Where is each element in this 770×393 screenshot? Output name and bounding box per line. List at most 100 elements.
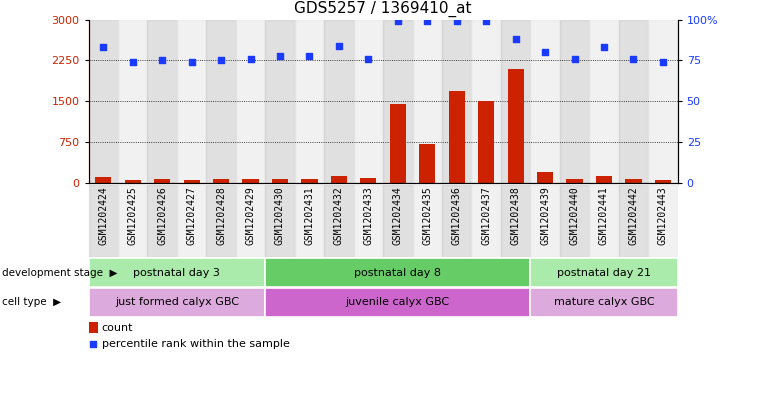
Text: GSM1202427: GSM1202427 — [186, 186, 196, 245]
Point — [510, 36, 522, 42]
Text: GSM1202429: GSM1202429 — [246, 186, 256, 245]
Bar — [507, 68, 524, 183]
Bar — [413, 20, 442, 183]
Bar — [265, 288, 531, 317]
Title: GDS5257 / 1369410_at: GDS5257 / 1369410_at — [294, 1, 472, 17]
Point — [421, 18, 434, 24]
Point — [598, 44, 610, 51]
Bar — [89, 185, 118, 257]
Bar — [531, 288, 678, 317]
Bar — [471, 20, 501, 183]
Text: GSM1202440: GSM1202440 — [570, 186, 580, 245]
Bar — [183, 180, 199, 183]
Text: GSM1202439: GSM1202439 — [540, 186, 550, 245]
Text: GSM1202432: GSM1202432 — [334, 186, 344, 245]
Text: just formed calyx GBC: just formed calyx GBC — [115, 298, 239, 307]
Bar — [560, 20, 589, 183]
Bar — [648, 20, 678, 183]
Bar — [148, 20, 177, 183]
Bar — [589, 20, 619, 183]
Text: GSM1202436: GSM1202436 — [452, 186, 462, 245]
Bar — [266, 20, 295, 183]
Text: postnatal day 8: postnatal day 8 — [354, 268, 441, 277]
Bar — [154, 180, 170, 183]
Bar — [206, 20, 236, 183]
Bar — [89, 20, 118, 183]
Text: postnatal day 3: postnatal day 3 — [133, 268, 220, 277]
Point — [480, 18, 492, 24]
Text: GSM1202425: GSM1202425 — [128, 186, 138, 245]
Bar — [648, 185, 678, 257]
Bar — [213, 180, 229, 183]
Bar — [413, 185, 442, 257]
Bar — [148, 185, 177, 257]
Bar — [596, 176, 612, 183]
Text: GSM1202430: GSM1202430 — [275, 186, 285, 245]
Bar — [265, 258, 531, 287]
Bar — [619, 20, 648, 183]
Text: cell type  ▶: cell type ▶ — [2, 298, 61, 307]
Point — [244, 56, 256, 62]
Bar — [442, 185, 471, 257]
Point — [657, 59, 669, 65]
Bar — [360, 178, 377, 183]
Bar — [331, 176, 347, 183]
Bar — [95, 177, 112, 183]
Bar — [478, 101, 494, 183]
Text: GSM1202435: GSM1202435 — [422, 186, 432, 245]
Bar — [537, 172, 553, 183]
Bar — [89, 258, 265, 287]
Bar — [236, 20, 265, 183]
Bar — [531, 20, 560, 183]
Text: GSM1202443: GSM1202443 — [658, 186, 668, 245]
Point — [450, 18, 463, 24]
Text: GSM1202431: GSM1202431 — [304, 186, 314, 245]
Bar — [353, 20, 383, 183]
Bar — [89, 322, 98, 333]
Bar — [442, 20, 471, 183]
Bar — [390, 104, 406, 183]
Point — [628, 56, 640, 62]
Point — [333, 42, 345, 49]
Point — [156, 57, 169, 64]
Point — [392, 18, 404, 24]
Point — [568, 56, 581, 62]
Text: percentile rank within the sample: percentile rank within the sample — [102, 339, 290, 349]
Bar — [531, 258, 678, 287]
Bar — [625, 179, 641, 183]
Bar — [236, 185, 265, 257]
Point — [362, 56, 374, 62]
Bar — [324, 20, 353, 183]
Bar — [177, 20, 206, 183]
Bar — [272, 179, 288, 183]
Bar — [654, 180, 671, 183]
Bar — [295, 20, 324, 183]
Point — [97, 44, 109, 51]
Bar — [265, 185, 295, 257]
Point — [126, 59, 139, 65]
Point — [186, 59, 198, 65]
Text: GSM1202433: GSM1202433 — [363, 186, 373, 245]
Text: count: count — [102, 323, 133, 332]
Text: GSM1202434: GSM1202434 — [393, 186, 403, 245]
Bar — [383, 185, 413, 257]
Bar — [295, 185, 324, 257]
Bar — [353, 185, 383, 257]
Bar — [419, 143, 435, 183]
Bar — [449, 92, 465, 183]
Point — [303, 52, 316, 59]
Bar — [501, 185, 531, 257]
Text: GSM1202424: GSM1202424 — [99, 186, 109, 245]
Text: GSM1202437: GSM1202437 — [481, 186, 491, 245]
Bar — [177, 185, 206, 257]
Bar — [118, 185, 148, 257]
Point — [215, 57, 227, 64]
Bar — [125, 180, 141, 183]
Text: postnatal day 21: postnatal day 21 — [557, 268, 651, 277]
Text: GSM1202428: GSM1202428 — [216, 186, 226, 245]
Bar — [560, 185, 589, 257]
Bar — [118, 20, 148, 183]
Text: juvenile calyx GBC: juvenile calyx GBC — [346, 298, 450, 307]
Bar — [589, 185, 619, 257]
Bar — [301, 179, 317, 183]
